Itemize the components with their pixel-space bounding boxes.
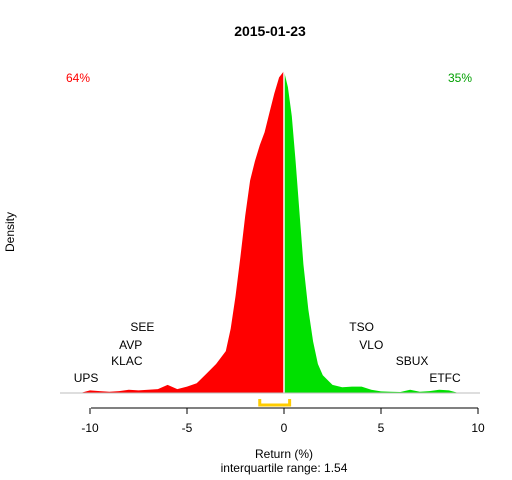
x-tick-label: 10	[471, 421, 485, 435]
negative-percentage: 64%	[66, 71, 90, 85]
x-axis-label: Return (%)	[255, 447, 313, 461]
ticker-label-tso: TSO	[349, 320, 374, 334]
ticker-label-avp: AVP	[119, 338, 142, 352]
x-tick-label: -10	[81, 421, 99, 435]
positive-percentage: 35%	[448, 71, 472, 85]
ticker-label-sbux: SBUX	[396, 354, 429, 368]
ticker-label-ups: UPS	[74, 371, 99, 385]
chart-title: 2015-01-23	[234, 23, 306, 39]
density-area	[80, 71, 459, 393]
x-tick-label: 0	[281, 421, 288, 435]
x-tick-label: -5	[182, 421, 193, 435]
ticker-label-etfc: ETFC	[429, 371, 461, 385]
ticker-label-vlo: VLO	[359, 338, 383, 352]
ticker-label-see: SEE	[130, 320, 154, 334]
positive-return-area	[284, 71, 459, 393]
iqr-bracket	[258, 399, 292, 407]
iqr-subtitle: interquartile range: 1.54	[221, 461, 348, 475]
x-tick-label: 5	[378, 421, 385, 435]
negative-return-area	[80, 71, 284, 393]
x-axis-ticks: -10 -5 0 5 10	[81, 408, 485, 435]
ticker-label-klac: KLAC	[111, 354, 143, 368]
y-axis-label: Density	[3, 212, 17, 252]
